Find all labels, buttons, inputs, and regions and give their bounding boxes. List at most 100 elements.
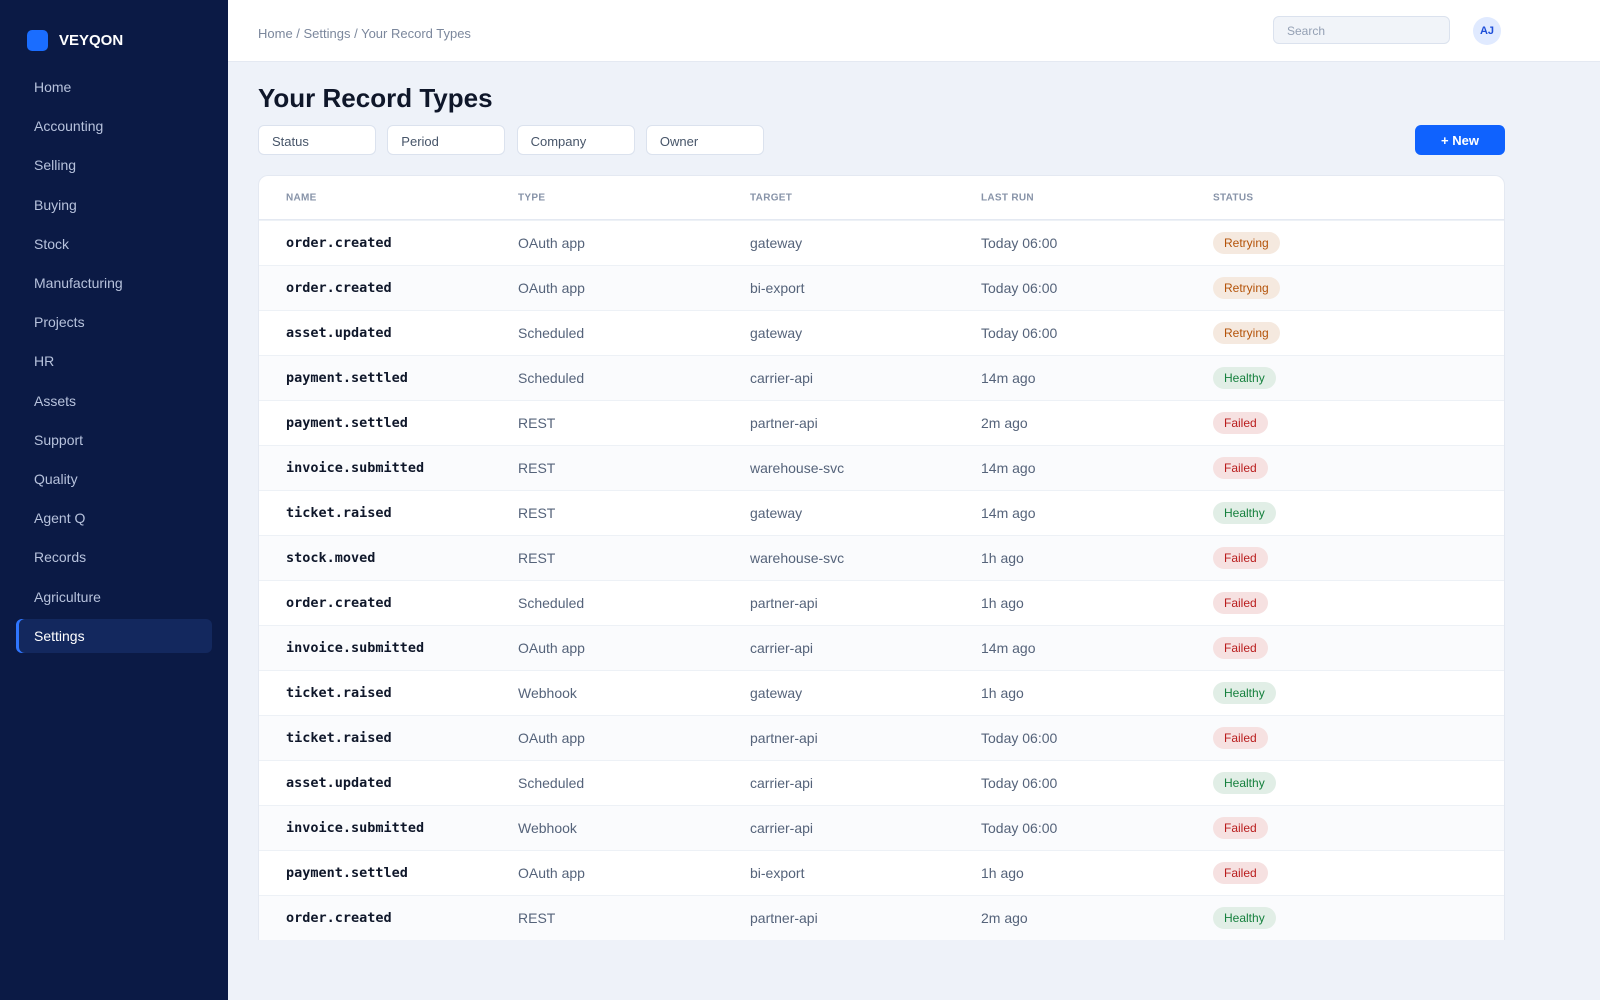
status-badge: Healthy bbox=[1213, 682, 1276, 704]
status-cell: Healthy bbox=[1213, 367, 1276, 389]
table-header: NAME TYPE TARGET LAST RUN STATUS bbox=[259, 176, 1504, 220]
table-cell: ticket.raised bbox=[286, 730, 392, 746]
brand[interactable]: VEYQON bbox=[27, 30, 123, 51]
nav-item[interactable]: Stock bbox=[16, 227, 212, 261]
nav-label: Projects bbox=[34, 314, 85, 331]
table-cell: REST bbox=[518, 415, 556, 431]
nav-item[interactable]: Accounting bbox=[16, 109, 212, 143]
nav-item[interactable]: Assets bbox=[16, 384, 212, 418]
status-badge: Retrying bbox=[1213, 322, 1280, 344]
status-badge: Failed bbox=[1213, 817, 1268, 839]
column-header[interactable]: LAST RUN bbox=[981, 192, 1034, 203]
column-header[interactable]: NAME bbox=[286, 192, 317, 203]
nav-label: Quality bbox=[34, 471, 78, 487]
nav-item[interactable]: Agent Q bbox=[16, 501, 212, 535]
table-cell: invoice.submitted bbox=[286, 460, 425, 476]
table-cell: 1h ago bbox=[981, 685, 1024, 701]
table-cell: gateway bbox=[750, 685, 803, 701]
nav-item[interactable]: Projects bbox=[16, 305, 212, 339]
table-cell: ticket.raised bbox=[286, 505, 392, 521]
filter-dropdown[interactable]: Status bbox=[258, 125, 376, 155]
column-header[interactable]: TYPE bbox=[518, 192, 546, 203]
table-row[interactable]: asset.updated Scheduled carrier-api Today 0… bbox=[259, 760, 1504, 805]
table-row[interactable]: invoice.submitted REST warehouse-svc 14m ag… bbox=[259, 445, 1504, 490]
table-cell: REST bbox=[518, 460, 556, 476]
table-row[interactable]: ticket.raised REST gateway 14m ago Healthy bbox=[259, 490, 1504, 535]
status-cell: Healthy bbox=[1213, 772, 1276, 794]
table-row[interactable]: invoice.submitted OAuth app carrier-api 14m… bbox=[259, 625, 1504, 670]
page-title: Your Record Types bbox=[258, 83, 493, 113]
status-badge: Healthy bbox=[1213, 367, 1276, 389]
status-badge: Healthy bbox=[1213, 907, 1276, 929]
nav-item[interactable]: Records bbox=[16, 540, 212, 574]
table-cell: order.created bbox=[286, 235, 392, 251]
table-cell: 14m ago bbox=[981, 640, 1036, 656]
table-row[interactable]: order.created REST partner-api 2m ago Health… bbox=[259, 895, 1504, 940]
table-row[interactable]: order.created Scheduled partner-api 1h ago F… bbox=[259, 580, 1504, 625]
table-cell: REST bbox=[518, 550, 556, 566]
column-header[interactable]: STATUS bbox=[1213, 192, 1254, 203]
table-row[interactable]: asset.updated Scheduled gateway Today 06:00… bbox=[259, 310, 1504, 355]
table-cell: invoice.submitted bbox=[286, 640, 425, 656]
table-cell: bi-export bbox=[750, 280, 805, 296]
column-header[interactable]: TARGET bbox=[750, 192, 793, 203]
nav-item[interactable]: Settings bbox=[16, 618, 212, 653]
table-cell: Today 06:00 bbox=[981, 775, 1058, 791]
status-badge: Healthy bbox=[1213, 772, 1276, 794]
nav-item[interactable]: HR bbox=[16, 344, 212, 378]
search-input[interactable]: Search bbox=[1273, 16, 1450, 44]
nav-label: Home bbox=[34, 79, 72, 95]
nav-item[interactable]: Manufacturing bbox=[16, 266, 212, 300]
nav-item[interactable]: Buying bbox=[16, 188, 212, 222]
table-cell: 1h ago bbox=[981, 865, 1024, 881]
table-cell: 1h ago bbox=[981, 550, 1024, 566]
breadcrumb[interactable]: Home / Settings / Your Record Types bbox=[258, 26, 471, 41]
status-cell: Failed bbox=[1213, 457, 1268, 479]
table-cell: Today 06:00 bbox=[981, 235, 1058, 251]
table-row[interactable]: invoice.submitted Webhook carrier-api Today… bbox=[259, 805, 1504, 850]
filter-dropdown[interactable]: Company bbox=[516, 125, 635, 155]
table-cell: Scheduled bbox=[518, 370, 585, 386]
nav-label: Support bbox=[34, 431, 84, 448]
table-cell: payment.settled bbox=[286, 865, 408, 881]
table-row[interactable]: payment.settled Scheduled carrier-api 14m a… bbox=[259, 355, 1504, 400]
status-cell: Retrying bbox=[1213, 232, 1280, 254]
topbar: Home / Settings / Your Record Types Sear… bbox=[228, 0, 1600, 62]
table-cell: Today 06:00 bbox=[981, 280, 1058, 296]
table-cell: asset.updated bbox=[286, 325, 392, 341]
table-row[interactable]: payment.settled OAuth app bi-export 1h ago F… bbox=[259, 850, 1504, 895]
filter-dropdown[interactable]: Period bbox=[387, 125, 506, 155]
nav-item[interactable]: Support bbox=[16, 423, 212, 457]
table-cell: 14m ago bbox=[981, 370, 1036, 386]
new-button[interactable]: + New bbox=[1415, 125, 1505, 155]
table-row[interactable]: order.created OAuth app bi-export Today 06:… bbox=[259, 265, 1504, 310]
status-cell: Failed bbox=[1213, 817, 1268, 839]
filter-dropdown[interactable]: Owner bbox=[645, 125, 764, 155]
nav-item[interactable]: Selling bbox=[16, 148, 212, 182]
table-cell: Webhook bbox=[518, 685, 577, 701]
table-cell: OAuth app bbox=[518, 730, 585, 746]
table-cell: Scheduled bbox=[518, 325, 585, 341]
status-badge: Failed bbox=[1213, 547, 1268, 569]
nav-label: Accounting bbox=[34, 118, 104, 135]
table-row[interactable]: ticket.raised OAuth app partner-api Today 0… bbox=[259, 715, 1504, 760]
nav-item[interactable]: Agriculture bbox=[16, 580, 212, 614]
table-cell: invoice.submitted bbox=[286, 820, 425, 836]
nav-label: Records bbox=[34, 549, 87, 566]
table-row[interactable]: stock.moved REST warehouse-svc 1h ago Failed bbox=[259, 535, 1504, 580]
nav-item[interactable]: Home bbox=[16, 70, 212, 104]
nav-label: Selling bbox=[34, 157, 77, 174]
table-row[interactable]: payment.settled REST partner-api 2m ago Fail… bbox=[259, 400, 1504, 445]
status-badge: Failed bbox=[1213, 412, 1268, 434]
table-cell: stock.moved bbox=[286, 550, 376, 566]
table-row[interactable]: ticket.raised Webhook gateway 1h ago Healthy bbox=[259, 670, 1504, 715]
status-cell: Healthy bbox=[1213, 502, 1276, 524]
table-row[interactable]: order.created OAuth app gateway Today 06:00… bbox=[259, 220, 1504, 265]
status-cell: Failed bbox=[1213, 547, 1268, 569]
status-cell: Failed bbox=[1213, 412, 1268, 434]
status-cell: Failed bbox=[1213, 727, 1268, 749]
nav-item[interactable]: Quality bbox=[16, 462, 212, 496]
table-cell: 2m ago bbox=[981, 910, 1028, 926]
avatar[interactable]: AJ bbox=[1473, 17, 1501, 45]
